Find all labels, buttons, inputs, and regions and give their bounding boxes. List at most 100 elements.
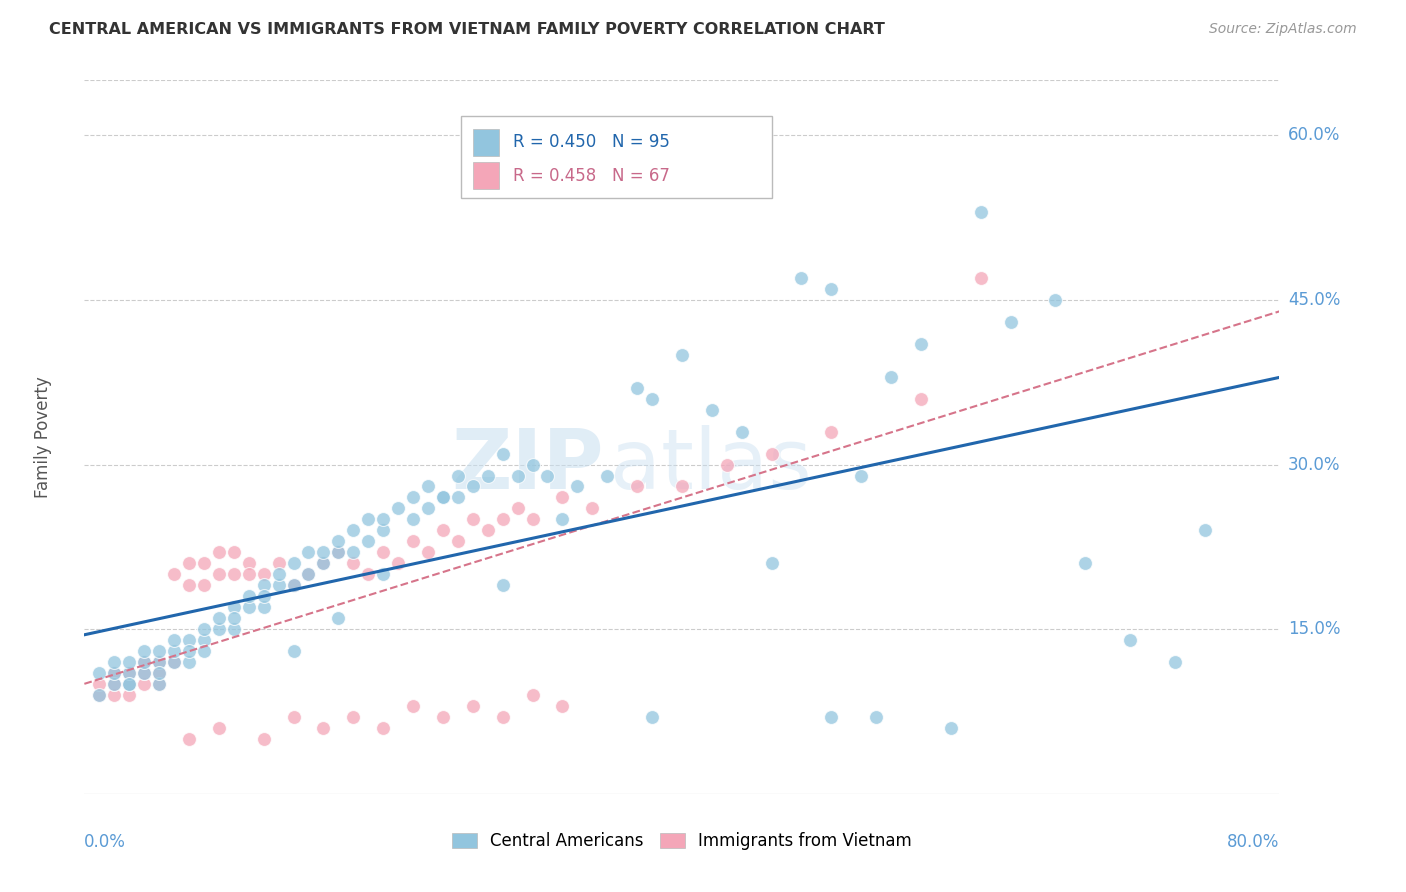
- Point: [970, 271, 993, 285]
- Point: [312, 721, 335, 735]
- Point: [312, 545, 335, 559]
- Point: [238, 567, 260, 582]
- Point: [402, 491, 425, 505]
- Point: [522, 458, 544, 472]
- Point: [177, 557, 200, 571]
- Point: [522, 512, 544, 526]
- Point: [208, 622, 231, 636]
- Point: [177, 578, 200, 592]
- Point: [761, 446, 783, 460]
- Text: 15.0%: 15.0%: [1288, 620, 1340, 638]
- Point: [716, 458, 738, 472]
- Point: [253, 589, 276, 603]
- Point: [253, 600, 276, 615]
- Point: [1045, 293, 1067, 307]
- Point: [910, 392, 932, 406]
- Point: [253, 731, 276, 746]
- Point: [447, 534, 470, 549]
- Point: [103, 677, 125, 691]
- Point: [641, 710, 664, 724]
- Point: [148, 655, 170, 669]
- Point: [865, 710, 887, 724]
- Text: 30.0%: 30.0%: [1288, 456, 1340, 474]
- Point: [132, 655, 156, 669]
- Point: [596, 468, 619, 483]
- Point: [297, 545, 319, 559]
- Point: [163, 633, 186, 648]
- Point: [193, 633, 215, 648]
- Point: [461, 479, 484, 493]
- Point: [148, 644, 170, 658]
- Point: [477, 524, 499, 538]
- Point: [267, 557, 290, 571]
- Point: [1194, 524, 1216, 538]
- Point: [939, 721, 962, 735]
- Point: [132, 677, 156, 691]
- Point: [222, 600, 245, 615]
- Point: [342, 545, 364, 559]
- Point: [148, 677, 170, 691]
- Point: [506, 501, 529, 516]
- Point: [103, 666, 125, 681]
- Point: [208, 545, 231, 559]
- Point: [492, 710, 515, 724]
- Point: [820, 425, 842, 439]
- Point: [432, 710, 454, 724]
- Point: [567, 479, 589, 493]
- Point: [910, 336, 932, 351]
- Text: CENTRAL AMERICAN VS IMMIGRANTS FROM VIETNAM FAMILY POVERTY CORRELATION CHART: CENTRAL AMERICAN VS IMMIGRANTS FROM VIET…: [49, 22, 886, 37]
- Point: [222, 545, 245, 559]
- Point: [432, 524, 454, 538]
- Point: [132, 644, 156, 658]
- Point: [283, 578, 305, 592]
- Point: [461, 699, 484, 714]
- Point: [297, 567, 319, 582]
- Point: [447, 468, 470, 483]
- Point: [357, 534, 380, 549]
- Point: [148, 666, 170, 681]
- Point: [177, 633, 200, 648]
- Point: [820, 282, 842, 296]
- Point: [163, 655, 186, 669]
- Point: [312, 557, 335, 571]
- Legend: Central Americans, Immigrants from Vietnam: Central Americans, Immigrants from Vietn…: [444, 826, 920, 857]
- Point: [118, 677, 141, 691]
- Point: [416, 545, 439, 559]
- Point: [163, 655, 186, 669]
- Point: [342, 524, 364, 538]
- Point: [328, 545, 350, 559]
- Point: [253, 578, 276, 592]
- Point: [373, 545, 395, 559]
- Point: [328, 611, 350, 625]
- Point: [283, 557, 305, 571]
- Point: [1119, 633, 1142, 648]
- Point: [297, 567, 319, 582]
- Point: [373, 721, 395, 735]
- Point: [1164, 655, 1187, 669]
- Point: [118, 677, 141, 691]
- Text: Family Poverty: Family Poverty: [34, 376, 52, 498]
- Point: [432, 491, 454, 505]
- Point: [253, 567, 276, 582]
- Point: [880, 369, 903, 384]
- FancyBboxPatch shape: [472, 162, 499, 189]
- Point: [700, 402, 723, 417]
- Point: [148, 666, 170, 681]
- Point: [402, 534, 425, 549]
- Point: [357, 512, 380, 526]
- Point: [132, 655, 156, 669]
- Point: [402, 512, 425, 526]
- Text: 0.0%: 0.0%: [84, 833, 127, 851]
- Point: [103, 688, 125, 702]
- Point: [432, 491, 454, 505]
- Point: [328, 534, 350, 549]
- Point: [342, 557, 364, 571]
- Point: [193, 557, 215, 571]
- Text: 45.0%: 45.0%: [1288, 291, 1340, 309]
- Point: [89, 666, 111, 681]
- Point: [238, 589, 260, 603]
- Point: [283, 710, 305, 724]
- Text: Source: ZipAtlas.com: Source: ZipAtlas.com: [1209, 22, 1357, 37]
- Text: R = 0.450   N = 95: R = 0.450 N = 95: [513, 134, 671, 152]
- Point: [731, 425, 754, 439]
